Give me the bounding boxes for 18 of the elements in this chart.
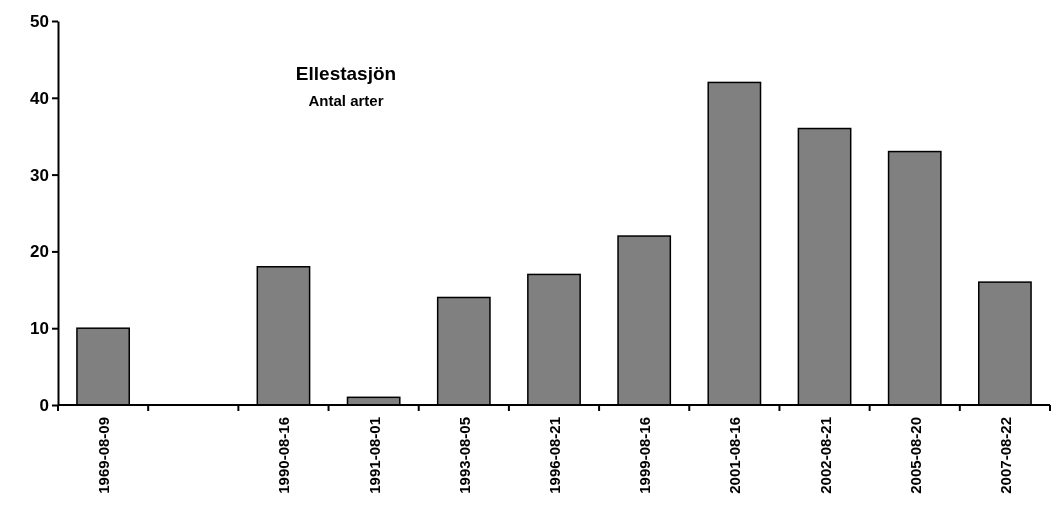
x-tick-label: 1999-08-16 — [636, 417, 654, 494]
y-tick-label: 40 — [30, 88, 49, 108]
text: Antal arter — [308, 92, 384, 109]
x-tick-label: 2001-08-16 — [726, 417, 744, 494]
y-tick-label: 30 — [30, 165, 49, 185]
x-tick-label: 1990-08-16 — [275, 417, 293, 494]
y-tick-label: 50 — [30, 11, 49, 31]
x-tick-label: 2007-08-22 — [996, 417, 1014, 494]
x-tick-label: 1991-08-01 — [365, 417, 383, 494]
x-tick-label: 2005-08-20 — [906, 417, 924, 494]
y-tick-label: 10 — [30, 319, 49, 339]
y-tick-label: 20 — [30, 242, 49, 262]
text: Ellestasjön — [295, 63, 397, 84]
x-tick-label: 1996-08-21 — [546, 417, 563, 494]
x-tick-label: 1993-08-05 — [455, 417, 473, 494]
y-tick-label: 0 — [39, 395, 49, 415]
x-tick-label: 1969-08-09 — [95, 417, 113, 494]
x-tick-label: 2002-08-21 — [816, 417, 834, 494]
